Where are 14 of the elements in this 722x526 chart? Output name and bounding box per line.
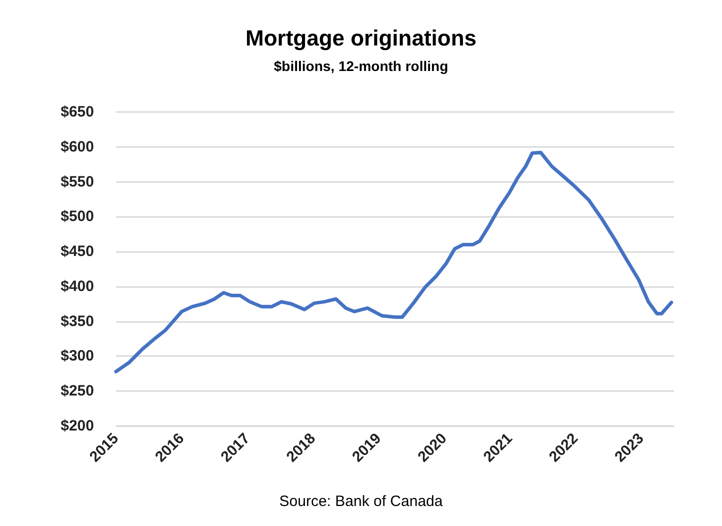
- y-tick-label: $550: [60, 173, 94, 190]
- y-tick-label: $650: [60, 104, 94, 120]
- chart-subtitle: $billions, 12-month rolling: [274, 58, 448, 74]
- y-tick-label: $300: [60, 348, 94, 365]
- source-note: Source: Bank of Canada: [279, 493, 444, 510]
- y-tick-label: $400: [60, 278, 94, 295]
- y-tick-label: $600: [60, 138, 94, 156]
- y-tick-label: $450: [60, 243, 94, 260]
- line-series: [114, 150, 674, 374]
- chart-title: Mortgage originations: [246, 26, 476, 50]
- y-tick-label: $200: [60, 418, 94, 434]
- y-tick-label: $250: [60, 382, 94, 400]
- y-tick-label: $500: [60, 208, 94, 226]
- y-tick-label: $350: [60, 312, 94, 330]
